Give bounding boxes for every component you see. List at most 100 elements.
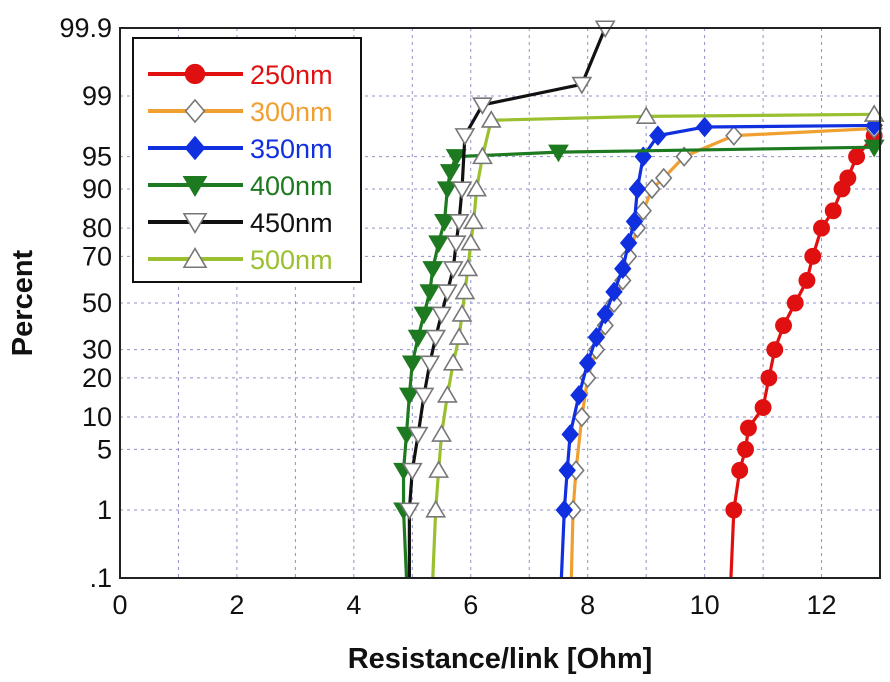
legend-label-300nm: 300nm <box>250 97 333 127</box>
data-point-350nm <box>570 384 588 406</box>
data-point-250nm <box>824 202 842 220</box>
data-point-350nm <box>605 281 623 303</box>
series-300nm <box>564 118 883 579</box>
data-point-250nm <box>754 399 772 417</box>
x-tick-label: 10 <box>690 590 720 620</box>
y-tick-label: 5 <box>97 434 112 464</box>
data-point-350nm <box>555 499 574 521</box>
legend-marker-450nm <box>182 212 208 235</box>
data-point-250nm <box>848 148 866 166</box>
data-point-400nm <box>439 164 461 182</box>
data-point-500nm <box>463 211 485 230</box>
data-point-250nm <box>725 501 743 519</box>
legend-marker-300nm <box>184 98 206 124</box>
data-point-300nm <box>725 125 743 146</box>
data-point-250nm <box>760 369 778 387</box>
data-point-300nm <box>675 146 693 167</box>
x-axis-label: Resistance/link [Ohm] <box>348 643 653 675</box>
y-tick-label: 80 <box>82 213 112 243</box>
y-tick-label: 10 <box>82 402 112 432</box>
data-point-450nm <box>436 284 458 302</box>
y-tick-label: 50 <box>82 288 112 318</box>
legend-label-450nm: 450nm <box>250 208 333 238</box>
x-tick-label: 8 <box>580 590 595 620</box>
data-point-450nm <box>413 387 435 406</box>
data-point-300nm <box>573 406 591 428</box>
data-point-400nm <box>428 235 450 254</box>
y-tick-label: .1 <box>89 563 112 593</box>
plot-frame <box>119 27 881 579</box>
y-tick-label: 70 <box>82 241 112 271</box>
data-point-350nm <box>695 116 714 138</box>
data-point-350nm <box>619 232 638 254</box>
data-point-250nm <box>804 247 822 265</box>
x-tick-label: 6 <box>463 590 478 620</box>
x-tick-label: 12 <box>807 590 837 620</box>
legend-label-500nm: 500nm <box>250 245 333 275</box>
data-point-350nm <box>561 424 579 445</box>
y-tick-label: 99 <box>82 81 112 111</box>
y-tick-label: 20 <box>82 363 112 393</box>
data-point-300nm <box>643 178 661 200</box>
y-tick-label: 95 <box>82 142 112 172</box>
data-point-350nm <box>596 303 614 325</box>
data-point-350nm <box>587 327 606 348</box>
data-point-350nm <box>649 125 667 146</box>
y-tick-label: 99.9 <box>59 13 112 43</box>
data-point-250nm <box>766 341 784 359</box>
data-point-400nm <box>413 306 435 325</box>
data-point-400nm <box>863 139 885 158</box>
y-tick-label: 1 <box>97 495 112 525</box>
data-point-450nm <box>472 97 493 116</box>
data-point-250nm <box>786 294 804 312</box>
data-point-500nm <box>425 499 447 518</box>
data-point-450nm <box>401 462 423 481</box>
data-point-400nm <box>419 284 441 302</box>
data-point-400nm <box>398 387 420 406</box>
data-point-500nm <box>451 304 473 322</box>
data-point-250nm <box>740 419 757 437</box>
y-tick-label: 30 <box>82 335 112 365</box>
data-point-500nm <box>863 104 885 122</box>
data-point-450nm <box>398 502 420 521</box>
data-point-450nm <box>448 213 470 232</box>
data-point-350nm <box>558 460 576 481</box>
data-point-500nm <box>472 146 493 165</box>
data-point-250nm <box>813 219 830 237</box>
legend: 250nm 300nm 350nm 400nm 450nm 500nm <box>132 37 362 283</box>
data-point-450nm <box>407 426 429 445</box>
data-point-450nm <box>431 306 452 325</box>
data-point-400nm <box>548 144 569 163</box>
data-point-250nm <box>775 317 792 334</box>
data-point-400nm <box>445 149 467 167</box>
data-point-450nm <box>419 355 441 374</box>
data-point-500nm <box>457 258 479 277</box>
x-tick-label: 4 <box>346 590 361 620</box>
data-point-300nm <box>634 200 652 222</box>
data-point-250nm <box>737 440 754 458</box>
series-450nm <box>398 20 616 578</box>
legend-marker-350nm <box>184 135 206 161</box>
data-point-400nm <box>436 181 458 200</box>
data-point-500nm <box>466 178 488 197</box>
series-250nm <box>725 127 883 579</box>
data-point-250nm <box>839 169 857 187</box>
data-point-450nm <box>445 235 467 254</box>
data-point-500nm <box>454 281 476 300</box>
legend-marker-250nm <box>184 63 206 85</box>
data-point-500nm <box>436 385 458 403</box>
data-point-350nm <box>628 178 647 200</box>
legend-label-350nm: 350nm <box>250 134 333 164</box>
legend-box <box>132 37 362 283</box>
data-point-300nm <box>654 167 673 189</box>
data-point-500nm <box>431 424 452 442</box>
data-point-350nm <box>614 258 632 279</box>
legend-label-400nm: 400nm <box>250 171 333 201</box>
data-point-500nm <box>442 352 464 371</box>
data-point-450nm <box>442 261 464 279</box>
data-point-450nm <box>454 128 476 146</box>
data-point-500nm <box>635 106 657 124</box>
data-point-500nm <box>460 232 482 251</box>
